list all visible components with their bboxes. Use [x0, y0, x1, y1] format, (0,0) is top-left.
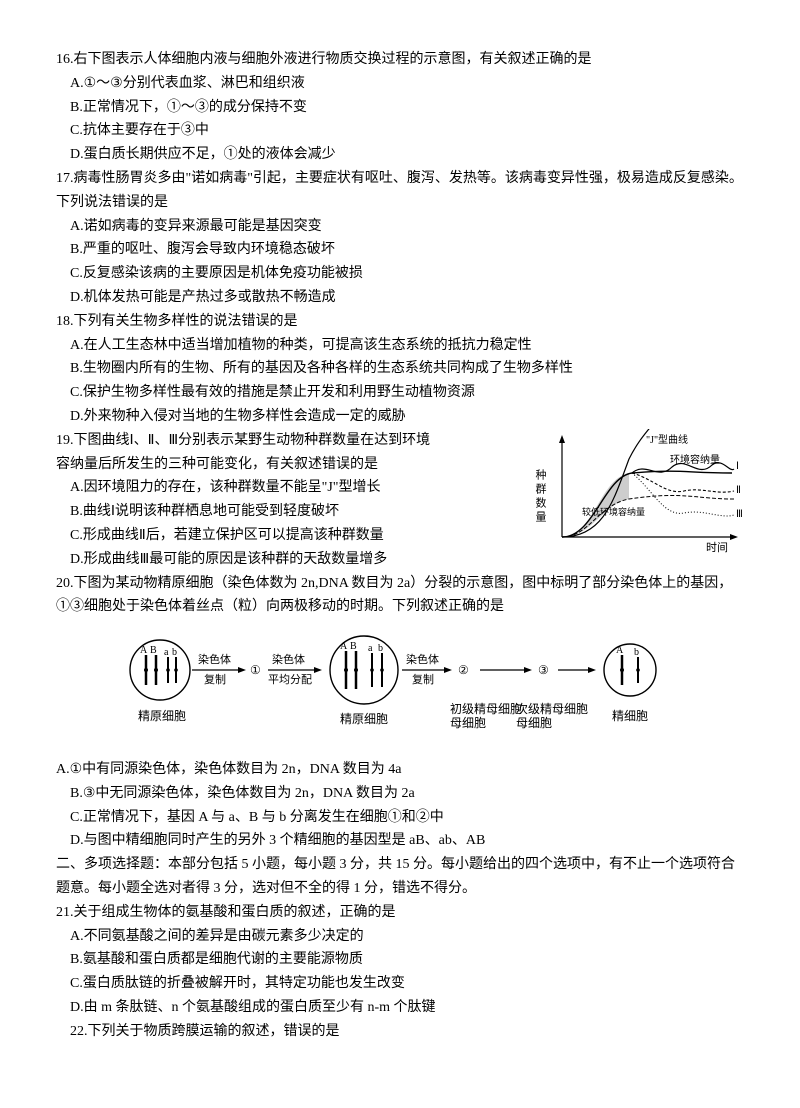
q16-A: A.①～③分别代表血浆、淋巴和组织液 — [56, 72, 744, 96]
q16-stem: 16.右下图表示人体细胞内液与细胞外液进行物质交换过程的示意图，有关叙述正确的是 — [56, 48, 744, 72]
q21-stem: 21.关于组成生物体的氨基酸和蛋白质的叙述，正确的是 — [56, 901, 744, 925]
question-17: 17.病毒性肠胃炎多由"诺如病毒"引起，主要症状有呕吐、腹泻、发热等。该病毒变异… — [56, 167, 744, 310]
svg-text:Ⅲ: Ⅲ — [736, 509, 743, 520]
svg-text:种: 种 — [534, 467, 547, 479]
svg-text:初级精母细胞: 初级精母细胞 — [450, 702, 522, 716]
q17-C: C.反复感染该病的主要原因是机体免疫功能被损 — [56, 262, 744, 286]
svg-text:a: a — [368, 643, 373, 654]
svg-text:次级精母细胞: 次级精母细胞 — [516, 702, 588, 716]
svg-text:b: b — [378, 643, 383, 654]
q16-D: D.蛋白质长期供应不足，①处的液体会减少 — [56, 143, 744, 167]
q20-B: B.③中无同源染色体，染色体数目为 2n，DNA 数目为 2a — [56, 782, 744, 806]
svg-text:环境容纳量: 环境容纳量 — [670, 453, 720, 466]
svg-text:A: A — [140, 645, 148, 656]
svg-text:母细胞: 母细胞 — [450, 716, 486, 730]
question-19: "J"型曲线 环境容纳量 较低环境容纳量 Ⅰ Ⅱ Ⅲ 种 群 数 量 时间 19… — [56, 429, 744, 572]
question-18: 18.下列有关生物多样性的说法错误的是 A.在人工生态林中适当增加植物的种类，可… — [56, 310, 744, 429]
q18-A: A.在人工生态林中适当增加植物的种类，可提高该生态系统的抵抗力稳定性 — [56, 334, 744, 358]
svg-text:Ⅰ: Ⅰ — [736, 461, 739, 472]
svg-text:数: 数 — [534, 496, 547, 508]
svg-text:母细胞: 母细胞 — [516, 716, 552, 730]
q16-C: C.抗体主要存在于③中 — [56, 119, 744, 143]
q20-C: C.正常情况下，基因 A 与 a、B 与 b 分离发生在细胞①和②中 — [56, 806, 744, 830]
q21-D: D.由 m 条肽链、n 个氨基酸组成的蛋白质至少有 n-m 个肽键 — [56, 996, 744, 1020]
svg-text:a: a — [164, 647, 169, 658]
svg-text:②: ② — [458, 663, 469, 677]
svg-text:精原细胞: 精原细胞 — [340, 712, 388, 726]
q20-A: A.①中有同源染色体，染色体数目为 2n，DNA 数目为 4a — [56, 758, 744, 782]
q18-D: D.外来物种入侵对当地的生物多样性会造成一定的威胁 — [56, 405, 744, 429]
svg-text:③: ③ — [538, 663, 549, 677]
svg-text:b: b — [172, 647, 177, 658]
svg-text:复制: 复制 — [412, 672, 434, 686]
q21-A: A.不同氨基酸之间的差异是由碳元素多少决定的 — [56, 925, 744, 949]
svg-text:B: B — [350, 641, 357, 652]
q21-B: B.氨基酸和蛋白质都是细胞代谢的主要能源物质 — [56, 948, 744, 972]
q17-A: A.诺如病毒的变异来源最可能是基因突变 — [56, 215, 744, 239]
q20-D: D.与图中精细胞同时产生的另外 3 个精细胞的基因型是 aB、ab、AB — [56, 829, 744, 853]
svg-text:群: 群 — [534, 481, 547, 493]
svg-text:b: b — [634, 647, 639, 658]
q18-stem: 18.下列有关生物多样性的说法错误的是 — [56, 310, 744, 334]
q20-diagram: A B a b 精原细胞 染色体 复制 ① 染色体 平均分配 A B a b — [120, 625, 680, 754]
svg-text:B: B — [150, 645, 157, 656]
svg-text:时间: 时间 — [706, 541, 728, 554]
q19-chart: "J"型曲线 环境容纳量 较低环境容纳量 Ⅰ Ⅱ Ⅲ 种 群 数 量 时间 — [534, 429, 744, 568]
svg-text:染色体: 染色体 — [406, 652, 439, 666]
svg-text:精原细胞: 精原细胞 — [138, 709, 186, 723]
question-16: 16.右下图表示人体细胞内液与细胞外液进行物质交换过程的示意图，有关叙述正确的是… — [56, 48, 744, 167]
q20-stem: 20.下图为某动物精原细胞（染色体数为 2n,DNA 数目为 2a）分裂的示意图… — [56, 572, 744, 620]
section-2-header: 二、多项选择题：本部分包括 5 小题，每小题 3 分，共 15 分。每小题给出的… — [56, 853, 744, 901]
question-20: 20.下图为某动物精原细胞（染色体数为 2n,DNA 数目为 2a）分裂的示意图… — [56, 572, 744, 854]
q18-C: C.保护生物多样性最有效的措施是禁止开发和利用野生动植物资源 — [56, 381, 744, 405]
q22-stem: 22.下列关于物质跨膜运输的叙述，错误的是 — [56, 1020, 744, 1044]
svg-text:①: ① — [250, 663, 261, 677]
svg-text:精细胞: 精细胞 — [612, 709, 648, 723]
q17-stem: 17.病毒性肠胃炎多由"诺如病毒"引起，主要症状有呕吐、腹泻、发热等。该病毒变异… — [56, 167, 744, 215]
svg-text:Ⅱ: Ⅱ — [736, 485, 741, 496]
svg-text:"J"型曲线: "J"型曲线 — [646, 433, 688, 446]
question-21: 21.关于组成生物体的氨基酸和蛋白质的叙述，正确的是 A.不同氨基酸之间的差异是… — [56, 901, 744, 1020]
svg-text:复制: 复制 — [204, 672, 226, 686]
svg-text:染色体: 染色体 — [198, 652, 231, 666]
question-22: 22.下列关于物质跨膜运输的叙述，错误的是 — [56, 1020, 744, 1044]
q21-C: C.蛋白质肽链的折叠被解开时，其特定功能也发生改变 — [56, 972, 744, 996]
q18-B: B.生物圈内所有的生物、所有的基因及各种各样的生态系统共同构成了生物多样性 — [56, 357, 744, 381]
svg-text:较低环境容纳量: 较低环境容纳量 — [582, 506, 645, 517]
svg-text:量: 量 — [534, 510, 547, 521]
q16-B: B.正常情况下，①～③的成分保持不变 — [56, 96, 744, 120]
q17-B: B.严重的呕吐、腹泻会导致内环境稳态破坏 — [56, 238, 744, 262]
svg-text:A: A — [616, 645, 624, 656]
svg-text:染色体: 染色体 — [272, 652, 305, 666]
q17-D: D.机体发热可能是产热过多或散热不畅造成 — [56, 286, 744, 310]
svg-text:平均分配: 平均分配 — [268, 673, 312, 686]
svg-text:A: A — [340, 641, 348, 652]
